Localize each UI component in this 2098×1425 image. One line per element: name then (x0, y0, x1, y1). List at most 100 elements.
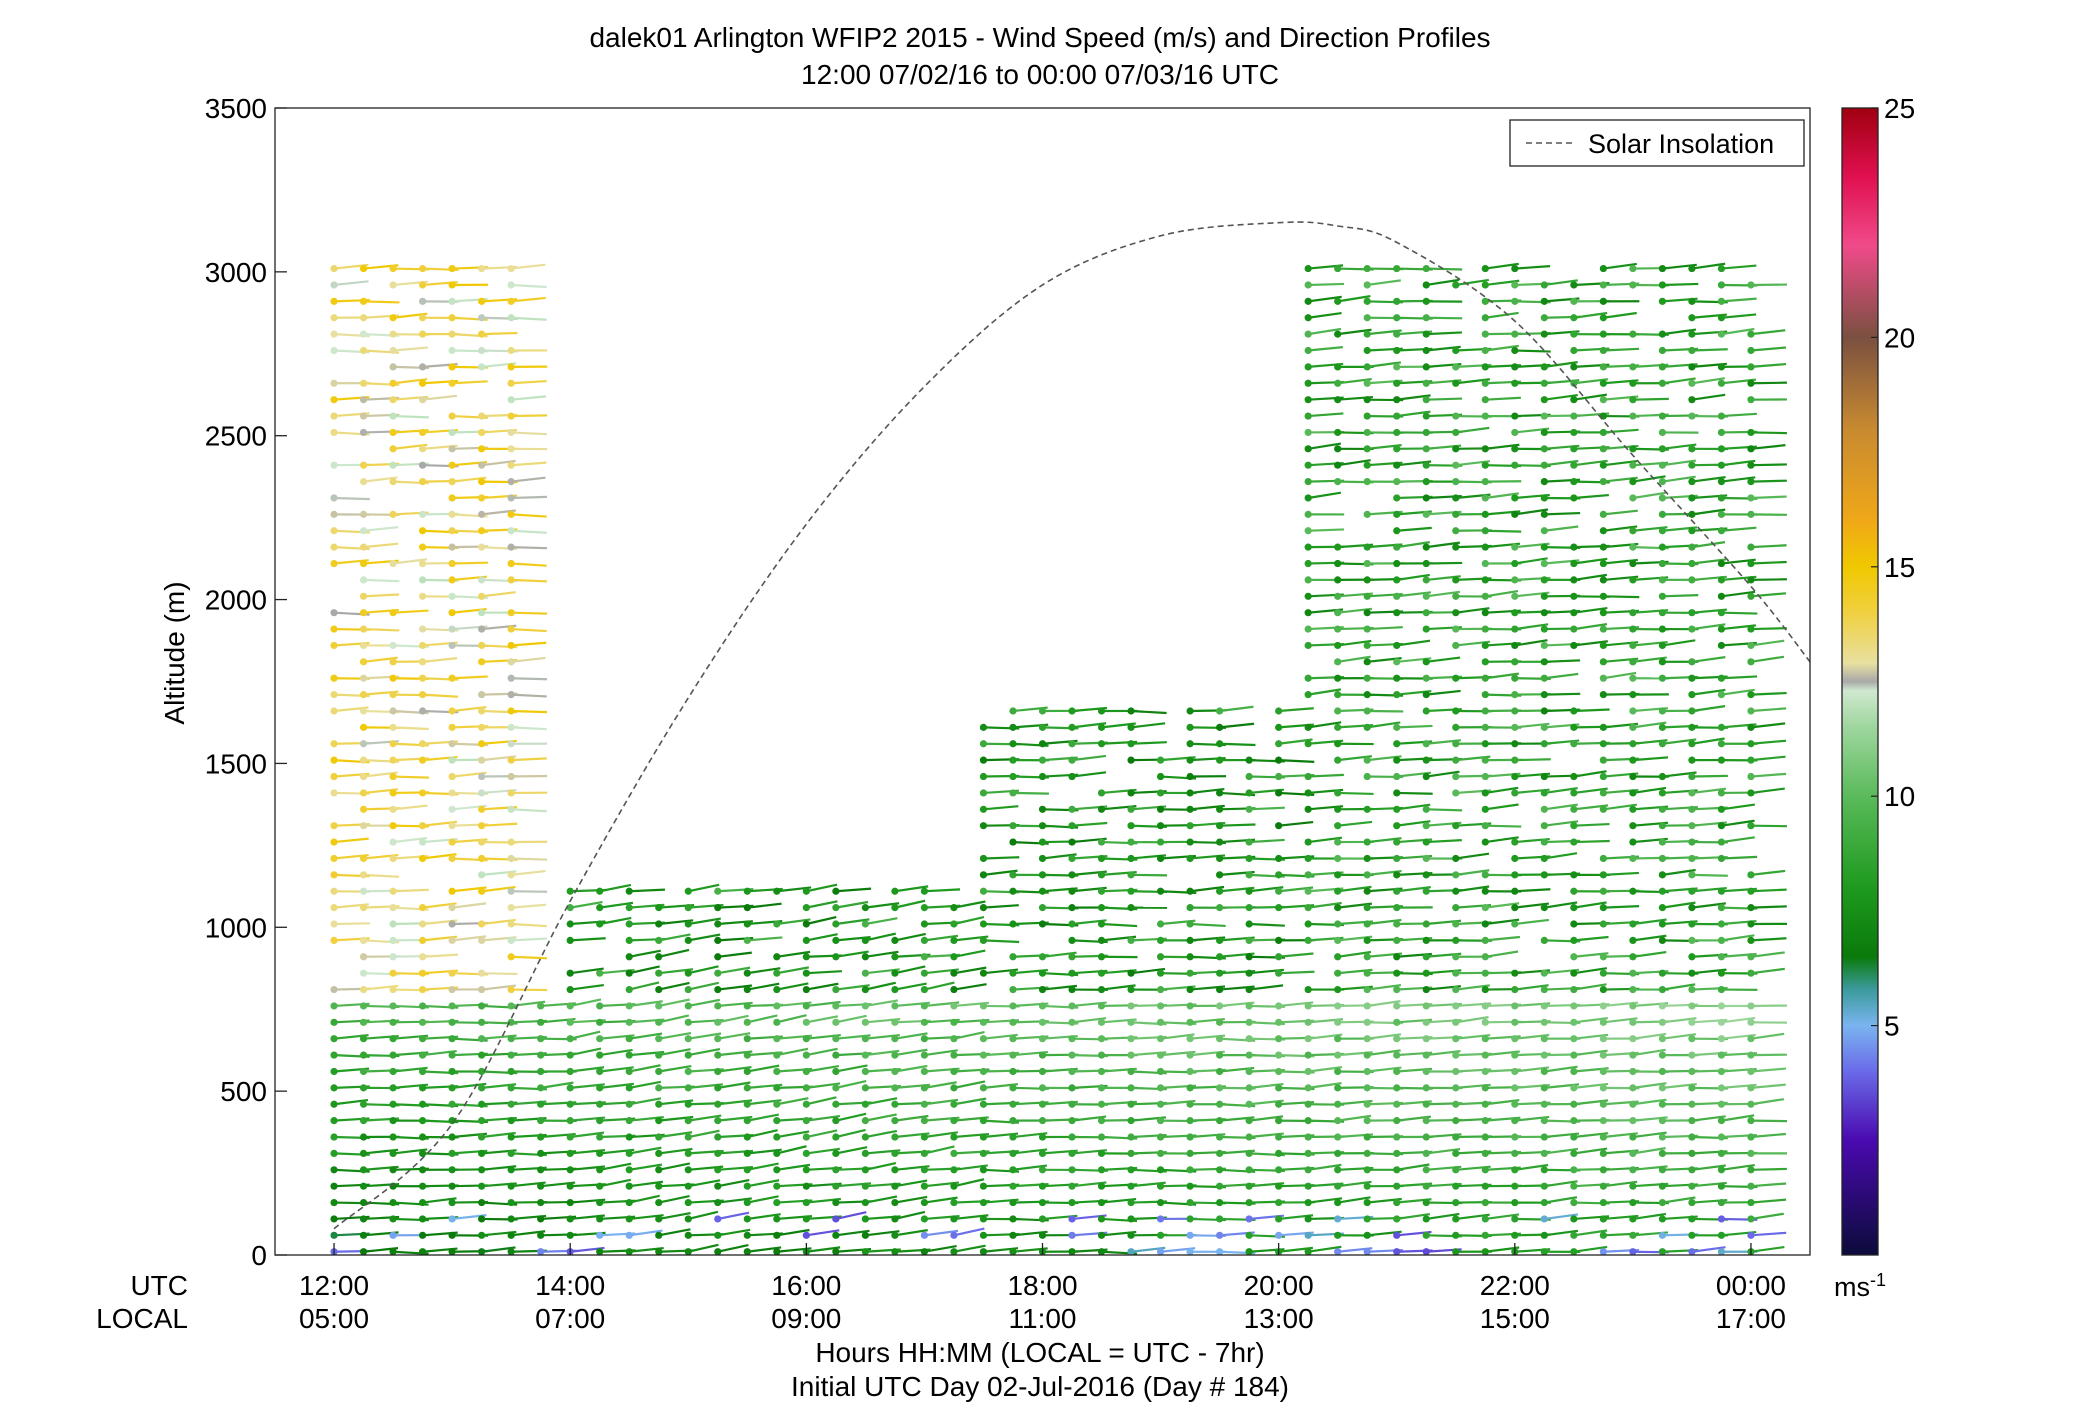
wind-barb-point (1009, 838, 1017, 846)
wind-barb-point (1511, 543, 1519, 551)
wind-barb-shaft (1750, 578, 1787, 582)
wind-barb-shaft (747, 1113, 779, 1122)
wind-barb-point (1747, 1231, 1755, 1239)
wind-barb-point (891, 936, 899, 944)
wind-barb-point (1570, 838, 1578, 846)
wind-barb-point (1334, 1166, 1342, 1174)
wind-barb-point (1156, 1182, 1165, 1190)
wind-barb-point (1422, 330, 1430, 338)
x-tick-label-utc: 14:00 (535, 1270, 605, 1301)
wind-barb-point (1481, 314, 1489, 322)
wind-barb-point (832, 1051, 840, 1059)
wind-barb-shaft (1721, 803, 1755, 811)
wind-barb-point (1127, 822, 1135, 830)
wind-barb-point (448, 264, 456, 273)
wind-barb-point (1216, 822, 1224, 830)
wind-barb-point (1511, 641, 1519, 650)
wind-barb-point (1599, 445, 1607, 453)
wind-barb-point (1304, 510, 1312, 518)
wind-barb-point (1747, 953, 1755, 961)
wind-barb-point (1688, 297, 1696, 305)
wind-barb-point (1393, 494, 1401, 502)
wind-barb-point (861, 1215, 869, 1223)
wind-barb-point (1068, 1051, 1076, 1059)
wind-barb-point (1363, 412, 1371, 420)
wind-barb-shaft (511, 922, 547, 928)
wind-barb-shaft (1485, 344, 1519, 352)
wind-barb-shaft (1691, 348, 1728, 352)
wind-barb-shaft (1337, 1114, 1372, 1122)
wind-barb-point (1156, 1248, 1165, 1256)
wind-barb-shaft (1721, 611, 1758, 615)
wind-barb-point (1570, 1018, 1578, 1026)
wind-barb-point (1363, 396, 1371, 404)
wind-barb-point (1481, 805, 1489, 813)
wind-barb-point (418, 363, 427, 371)
wind-barb-point (1688, 494, 1696, 502)
wind-barb-point (1599, 1215, 1607, 1223)
wind-barb-point (1717, 527, 1726, 535)
wind-barb-point (1452, 641, 1460, 650)
wind-barb-point (684, 1182, 692, 1190)
wind-barb-point (1216, 969, 1224, 977)
wind-barb-point (1422, 1166, 1430, 1174)
wind-barb-point (359, 297, 368, 305)
wind-barb-point (1038, 772, 1047, 781)
wind-barb-point (1747, 772, 1755, 781)
wind-barb-shaft (1426, 1147, 1461, 1155)
wind-barb-shaft (1514, 888, 1551, 893)
wind-barb-point (1511, 445, 1519, 453)
wind-barb-point (566, 1231, 574, 1239)
wind-barb-point (1363, 592, 1371, 600)
wind-barb-point (1186, 1084, 1194, 1092)
wind-barb-point (1334, 461, 1342, 469)
wind-barb-point (1304, 854, 1312, 863)
wind-barb-shaft (570, 900, 603, 909)
wind-barb-point (418, 920, 427, 928)
wind-barb-shaft (1485, 311, 1519, 319)
wind-barb-shaft (1573, 935, 1609, 942)
wind-barb-point (1422, 297, 1430, 305)
wind-barb-point (861, 1002, 869, 1010)
wind-barb-point (1599, 985, 1607, 994)
wind-barb-point (1245, 1166, 1253, 1174)
wind-barb-point (1038, 871, 1047, 879)
x-tick-label-utc: 00:00 (1716, 1270, 1786, 1301)
wind-barb-point (1511, 379, 1519, 387)
wind-barb-shaft (953, 1164, 988, 1171)
wind-barb-shaft (924, 1131, 958, 1139)
wind-barb-point (478, 625, 486, 633)
wind-barb-point (1009, 985, 1017, 994)
wind-barb-point (1245, 936, 1253, 944)
wind-barb-point (1068, 1084, 1076, 1092)
wind-barb-point (1747, 1133, 1755, 1141)
wind-barb-point (1334, 1117, 1342, 1125)
wind-barb-point (507, 658, 515, 666)
wind-barb-shaft (1544, 279, 1578, 287)
wind-barb-shaft (953, 1178, 985, 1188)
wind-barb-shaft (1573, 787, 1608, 795)
wind-barb-point (1629, 461, 1637, 469)
wind-barb-point (1334, 740, 1342, 748)
wind-barb-point (773, 1100, 781, 1108)
wind-barb-point (1540, 625, 1548, 633)
wind-barb-point (1688, 527, 1696, 535)
wind-barb-point (1422, 379, 1430, 387)
wind-barb-point (891, 1215, 899, 1223)
wind-barb-point (1599, 772, 1607, 781)
wind-barb-point (448, 920, 456, 928)
wind-barb-point (920, 1051, 929, 1059)
wind-barb-point (330, 297, 338, 305)
wind-barb-point (1363, 1084, 1371, 1092)
wind-barb-point (1688, 691, 1696, 699)
wind-barb-point (1304, 641, 1312, 650)
wind-barb-point (1334, 1018, 1342, 1026)
wind-barb-point (359, 625, 368, 633)
wind-barb-point (1717, 740, 1726, 748)
wind-barb-shaft (747, 967, 781, 975)
wind-barb-point (1186, 1166, 1194, 1174)
wind-barb-shaft (1603, 871, 1640, 876)
wind-barb-shaft (1455, 278, 1489, 287)
wind-barb-point (1629, 1149, 1637, 1158)
wind-barb-point (1275, 789, 1283, 797)
